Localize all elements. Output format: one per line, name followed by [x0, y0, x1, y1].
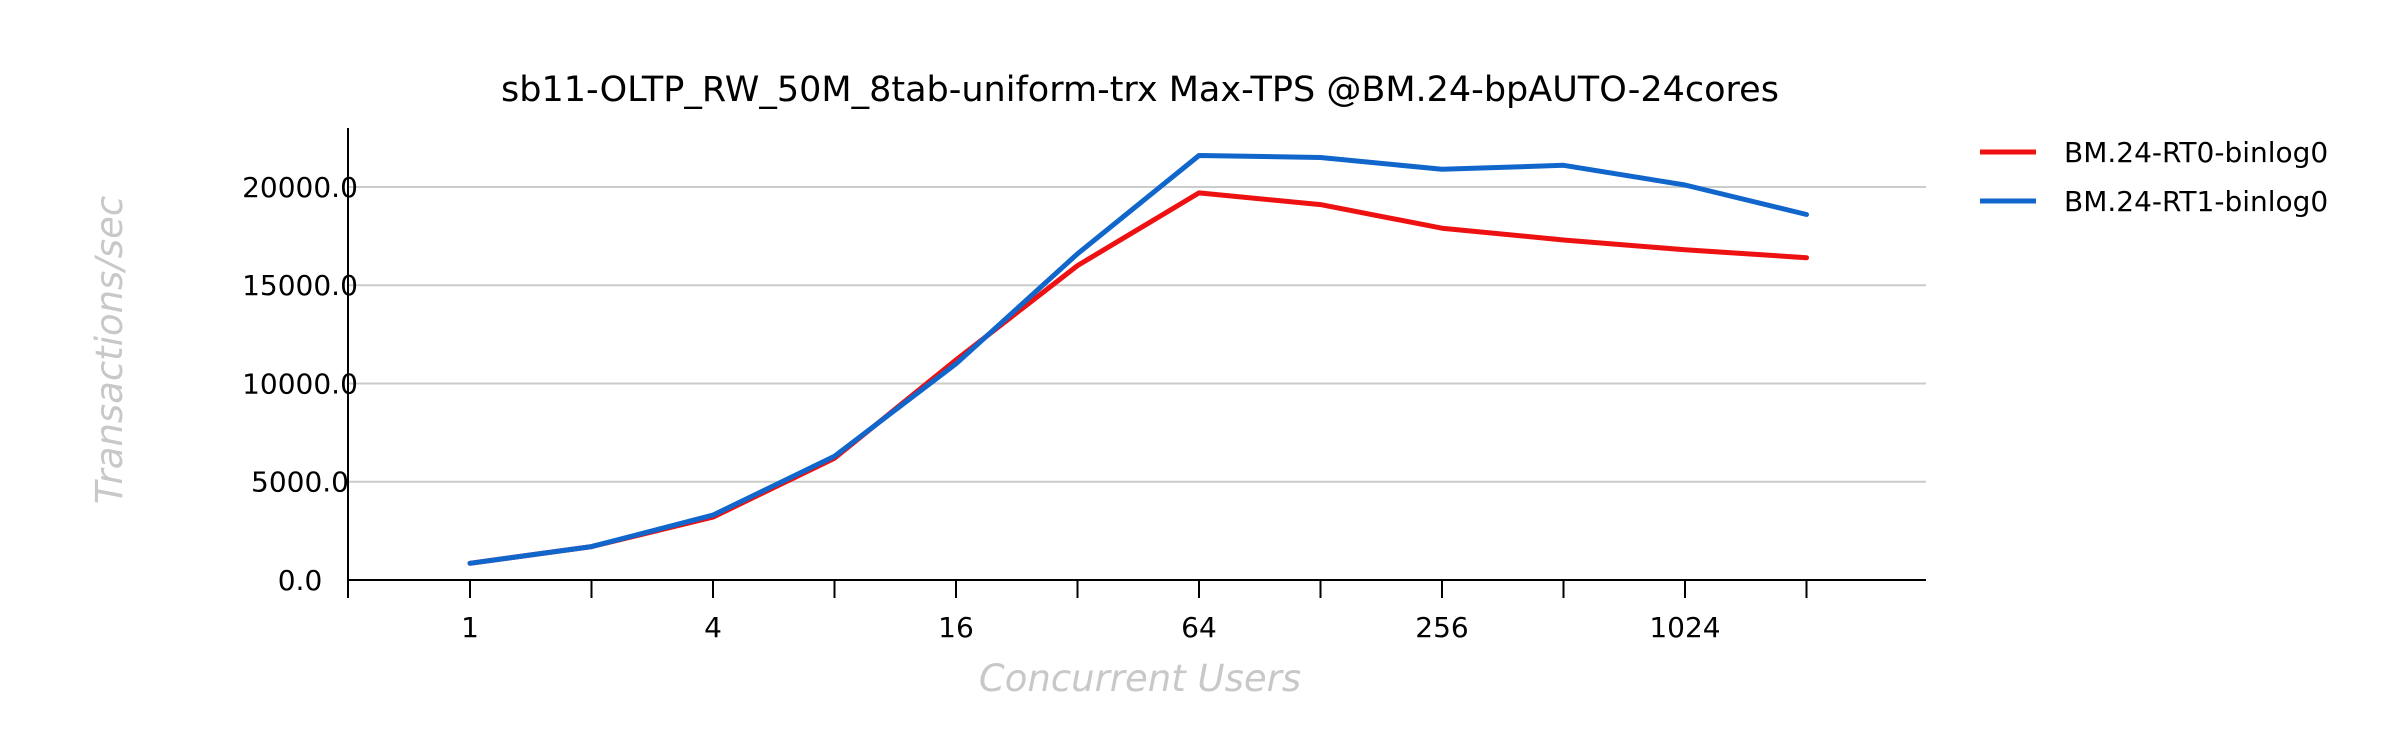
- y-tick-label: 15000.0: [242, 269, 358, 302]
- series-line-2: [467, 153, 1809, 566]
- series-lines: [467, 153, 1809, 566]
- y-tick-label: 20000.0: [242, 171, 358, 204]
- gridlines: [348, 185, 1926, 483]
- x-tick-label: 16: [938, 611, 974, 644]
- y-tick-label: 5000.0: [251, 466, 349, 499]
- chart-title: sb11-OLTP_RW_50M_8tab-uniform-trx Max-TP…: [501, 70, 1779, 110]
- axes: 0.0 5000.0 10000.0 15000.0 20000.0 1 4 16 64 256 1…: [242, 128, 1926, 644]
- legend-label: BM.24-RT1-binlog0: [2064, 185, 2328, 218]
- x-axis-label: Concurrent Users: [979, 657, 1301, 700]
- x-tick-label: 64: [1181, 611, 1217, 644]
- x-tick-label: 1024: [1649, 611, 1720, 644]
- x-tick-label: 256: [1415, 611, 1468, 644]
- legend-label: BM.24-RT0-binlog0: [2064, 136, 2328, 169]
- y-tick-label: 10000.0: [242, 367, 358, 400]
- y-tick-label: 0.0: [278, 564, 323, 597]
- y-axis-label: Transactions/sec: [88, 196, 131, 504]
- series-line-1: [467, 190, 1809, 566]
- x-tick-label: 4: [704, 611, 722, 644]
- x-tick-label: 1: [461, 611, 479, 644]
- legend: BM.24-RT0-binlog0 BM.24-RT1-binlog0: [1980, 136, 2328, 218]
